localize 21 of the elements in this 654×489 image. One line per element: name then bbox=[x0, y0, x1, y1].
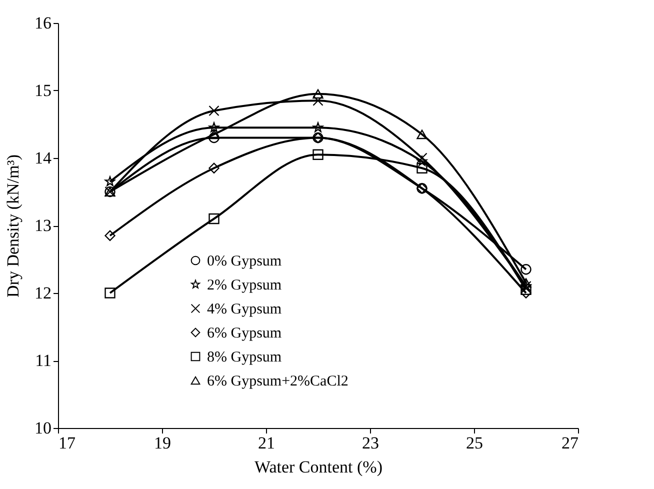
x-tick-label: 17 bbox=[58, 434, 76, 452]
x-axis-title: Water Content (%) bbox=[254, 458, 382, 476]
x-tick-label: 25 bbox=[466, 434, 483, 452]
legend-label: 6% Gypsum+2%CaCl2 bbox=[207, 374, 348, 390]
legend-label: 4% Gypsum bbox=[207, 302, 282, 318]
y-tick-label: 11 bbox=[35, 351, 52, 370]
legend-label: 0% Gypsum bbox=[207, 254, 282, 270]
y-tick-label: 13 bbox=[34, 216, 52, 235]
y-tick-label: 14 bbox=[34, 148, 52, 168]
x-tick-label: 19 bbox=[154, 434, 171, 452]
x-tick-label: 21 bbox=[258, 434, 275, 452]
x-tick-label: 27 bbox=[562, 434, 579, 452]
y-tick-label: 15 bbox=[34, 81, 52, 100]
y-tick-label: 12 bbox=[34, 284, 52, 302]
legend-label: 2% Gypsum bbox=[207, 278, 282, 294]
y-axis-title: Dry Density (kN/m³) bbox=[4, 154, 22, 298]
y-tick-label: 16 bbox=[34, 14, 52, 32]
legend-label: 8% Gypsum bbox=[207, 350, 282, 366]
x-tick-label: 23 bbox=[362, 434, 379, 452]
y-tick-label: 10 bbox=[34, 418, 52, 438]
legend-label: 6% Gypsum bbox=[207, 326, 282, 342]
